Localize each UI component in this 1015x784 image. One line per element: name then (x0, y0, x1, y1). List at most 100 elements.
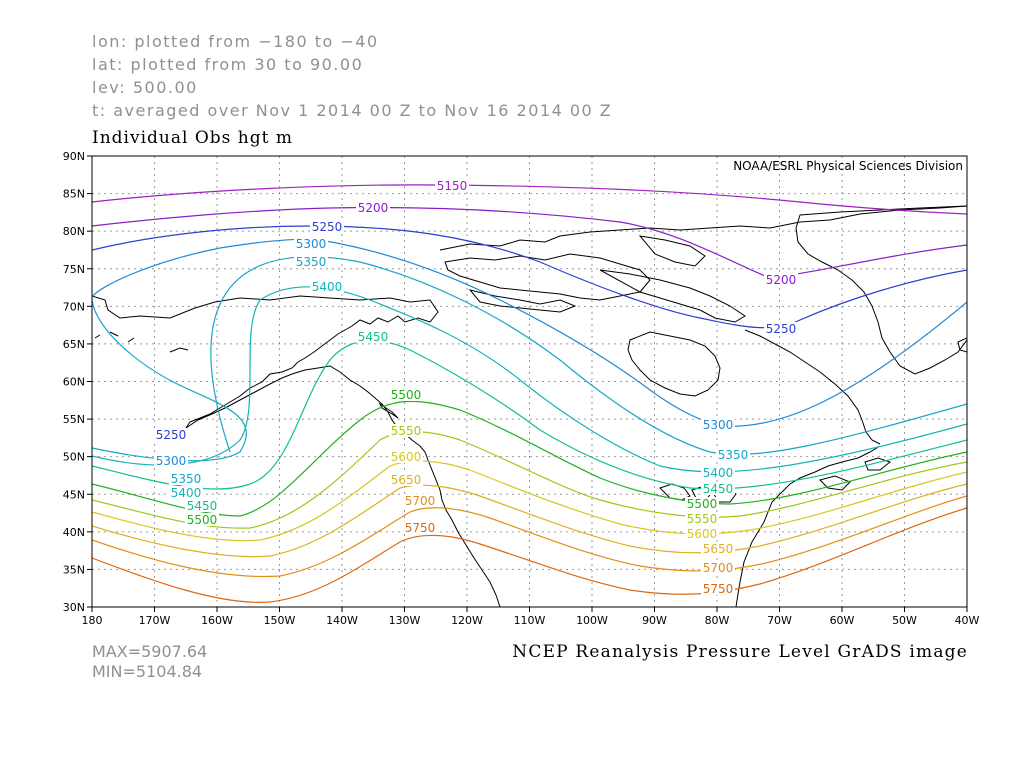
contour-5300 (92, 238, 967, 427)
contour-label-bg (294, 237, 328, 250)
lat-tick-label: 45N (63, 488, 85, 501)
contour-label-5450: 5450 (358, 330, 389, 344)
contour-label-5500: 5500 (687, 497, 718, 511)
contour-label-5650: 5650 (703, 542, 734, 556)
lon-tick-label: 140W (326, 614, 358, 627)
contour-5500 (92, 400, 967, 517)
graticule (92, 156, 967, 607)
plot-title: Individual Obs hgt m (92, 128, 293, 148)
contour-lines (92, 184, 967, 604)
lon-tick-label: 150W (264, 614, 296, 627)
lat-tick-label: 75N (63, 263, 85, 276)
contour-label-bg (389, 450, 423, 463)
contour-label-5650: 5650 (391, 473, 422, 487)
contour-5600 (92, 460, 967, 542)
contour-5550 (92, 431, 967, 529)
contour-label-5250: 5250 (156, 428, 187, 442)
contour-5650 (92, 483, 967, 558)
contour-label-bg (185, 513, 219, 526)
contour-label-bg (685, 497, 719, 510)
contour-label-bg (403, 521, 437, 534)
lat-tick-label: 65N (63, 338, 85, 351)
contour-label-bg (389, 388, 423, 401)
contour-label-bg (185, 499, 219, 512)
min-value: MIN=5104.84 (92, 662, 203, 681)
contour-label-bg (764, 322, 798, 335)
lon-tick-label: 40W (955, 614, 980, 627)
lon-range-text: lon: plotted from −180 to −40 (92, 32, 379, 51)
contour-label-5400: 5400 (703, 466, 734, 480)
contour-label-bg (389, 473, 423, 486)
contour-5250 (92, 225, 967, 329)
lat-tick-label: 60N (63, 376, 85, 389)
contour-5350 (92, 256, 967, 462)
lat-tick-label: 80N (63, 225, 85, 238)
contour-5750 (92, 507, 967, 604)
contour-5150 (92, 184, 967, 215)
contour-label-bg (685, 512, 719, 525)
contour-label-5400: 5400 (171, 486, 202, 500)
contour-labels: 5150 5200 5200 5250 5250 5250 5300 5300 5300 5350… (154, 179, 798, 596)
contour-label-5700: 5700 (703, 561, 734, 575)
contour-label-bg (310, 220, 344, 233)
contour-label-bg (356, 330, 390, 343)
contour-label-5500: 5500 (187, 513, 218, 527)
contour-label-5200: 5200 (358, 201, 389, 215)
contour-label-5250: 5250 (312, 220, 343, 234)
contour-label-5350: 5350 (171, 472, 202, 486)
lon-tick-label: 180 (82, 614, 103, 627)
footer-caption: NCEP Reanalysis Pressure Level GrADS ima… (512, 642, 968, 662)
lat-tick-label: 90N (63, 150, 85, 163)
contour-label-5350: 5350 (718, 448, 749, 462)
lon-tick-label: 80W (705, 614, 730, 627)
contour-label-bg (701, 418, 735, 431)
lon-tick-label: 90W (642, 614, 667, 627)
time-range-text: t: averaged over Nov 1 2014 00 Z to Nov … (92, 101, 613, 120)
lon-tick-label: 160W (201, 614, 233, 627)
contour-label-bg (403, 494, 437, 507)
contour-label-bg (701, 482, 735, 495)
lon-tick-label: 120W (451, 614, 483, 627)
contour-label-bg (685, 527, 719, 540)
level-text: lev: 500.00 (92, 78, 198, 97)
lat-tick-label: 50N (63, 451, 85, 464)
contour-label-5300: 5300 (703, 418, 734, 432)
lon-tick-label: 170W (139, 614, 171, 627)
contour-label-bg (356, 201, 390, 214)
contour-label-5400: 5400 (312, 280, 343, 294)
contour-5400 (92, 286, 967, 473)
credit-text: NOAA/ESRL Physical Sciences Division (733, 159, 963, 173)
contour-label-bg (389, 424, 423, 437)
contour-label-bg (154, 428, 188, 441)
contour-label-bg (310, 280, 344, 293)
contour-label-5600: 5600 (391, 450, 422, 464)
lon-tick-label: 100W (576, 614, 608, 627)
lat-tick-label: 70N (63, 300, 85, 313)
contour-label-bg (154, 454, 188, 467)
contour-label-5450: 5450 (187, 499, 218, 513)
contour-label-5450: 5450 (703, 482, 734, 496)
contour-label-5300: 5300 (296, 237, 327, 251)
contour-label-5150: 5150 (437, 179, 468, 193)
lon-tick-label: 50W (892, 614, 917, 627)
lon-tick-label: 60W (830, 614, 855, 627)
contour-label-5750: 5750 (405, 521, 436, 535)
lat-tick-label: 40N (63, 526, 85, 539)
contour-label-5500: 5500 (391, 388, 422, 402)
contour-label-5700: 5700 (405, 494, 436, 508)
lat-range-text: lat: plotted from 30 to 90.00 (92, 55, 364, 74)
lat-tick-label: 55N (63, 413, 85, 426)
lat-tick-label: 30N (63, 601, 85, 614)
contour-label-5350: 5350 (296, 255, 327, 269)
contour-label-5200: 5200 (766, 273, 797, 287)
contour-label-5300: 5300 (156, 454, 187, 468)
contour-label-bg (701, 542, 735, 555)
contour-label-5750: 5750 (703, 582, 734, 596)
contour-5200 (92, 206, 967, 279)
contour-label-bg (701, 582, 735, 595)
contour-label-5250: 5250 (766, 322, 797, 336)
max-value: MAX=5907.64 (92, 642, 208, 661)
lon-tick-label: 70W (767, 614, 792, 627)
contour-label-bg (169, 486, 203, 499)
